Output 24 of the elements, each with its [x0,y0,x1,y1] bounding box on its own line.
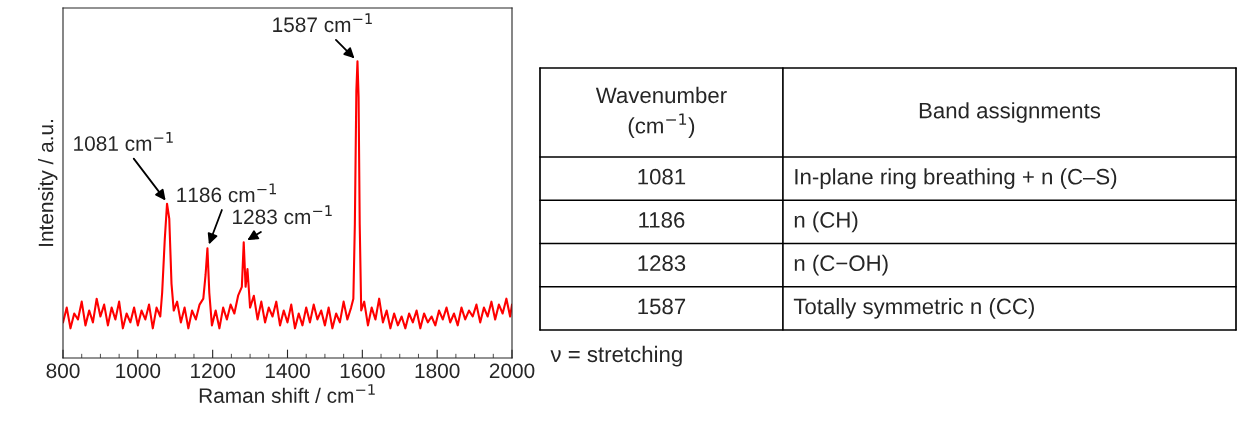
text: n (CH) [794,211,858,233]
y-axis-title: Intensity / a.u. [38,120,58,246]
annotation: 1081 cm$^{−1}$ [74,132,173,151]
text: In-plane ring breathing + n (C–S) [795,168,1117,189]
text: Totally symmetric n (CC) [793,298,1034,319]
text: ν = stretching [550,345,682,367]
x-tick-label: 1600 [340,363,385,379]
x-tick-label: 800 [46,363,80,379]
x-tick-label: 1000 [116,363,161,379]
text: Band assignments [919,102,1101,123]
x-tick-label: 2000 [489,363,535,379]
text: 1081 [638,168,686,185]
x-axis-title: Raman shift / cm$^{−1}$ [199,384,375,403]
text: n (C−OH) [794,254,888,276]
x-tick-label: 1200 [191,363,236,379]
text: 1186 [639,212,685,228]
annotation: 1587 cm$^{−1}$ [273,13,372,33]
x-tick-label: 1800 [415,363,460,379]
x-tick-label: 1400 [265,363,310,379]
text: Wavenumber (cm$^{−1}$) [595,86,727,138]
text: 1587 [638,298,686,315]
annotation: 1283 cm$^{−1}$ [233,205,332,225]
annotation: 1186 cm$^{−1}$ [177,183,276,203]
text: 1283 [638,255,686,272]
